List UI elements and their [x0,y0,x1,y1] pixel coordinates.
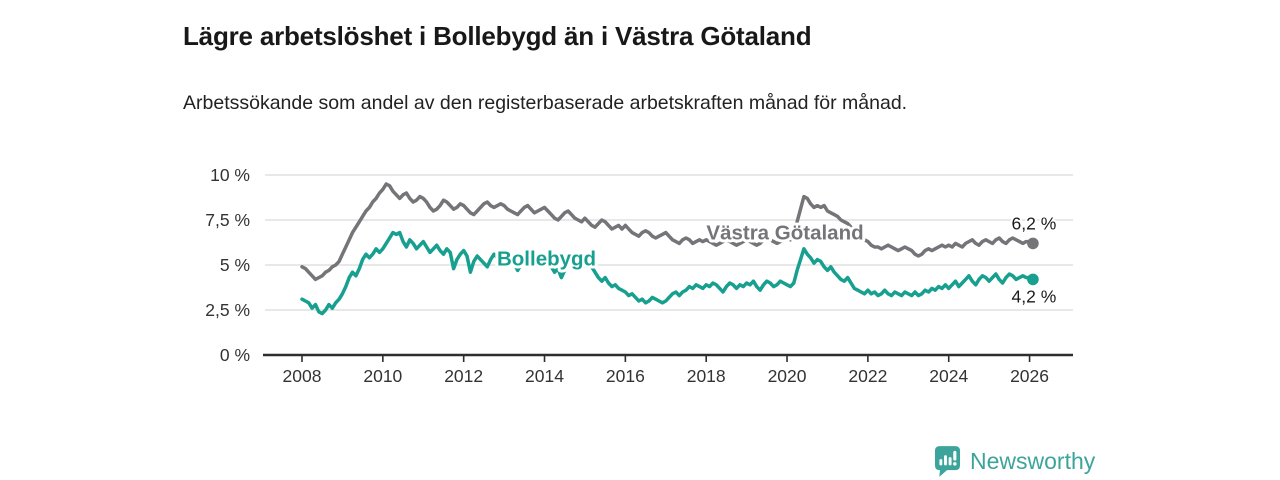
y-axis-label: 5 % [220,255,250,275]
series-line-v-stra-g-taland [300,182,1035,282]
y-axis-label: 2,5 % [205,300,250,320]
series-end-value-v-stra-g-taland: 6,2 % [1012,213,1057,233]
chart-title: Lägre arbetslöshet i Bollebygd än i Väst… [183,21,812,52]
x-axis-label: 2026 [1010,366,1049,386]
series-label-v-stra-g-taland: Västra Götaland [706,222,863,245]
newsworthy-wordmark: Newsworthy [970,448,1096,474]
y-axis-label: 10 % [210,165,250,185]
y-axis-label: 0 % [220,345,250,365]
x-axis-label: 2014 [525,366,564,386]
branding-footer: Newsworthy [934,445,1095,478]
x-axis-label: 2010 [363,366,402,386]
x-axis-label: 2024 [929,366,968,386]
x-axis-label: 2016 [606,366,645,386]
x-axis-label: 2008 [283,366,322,386]
x-axis-label: 2018 [687,366,726,386]
y-axis-label: 7,5 % [205,210,250,230]
series-end-dot-v-stra-g-taland [1027,237,1039,250]
newsworthy-logo-icon [934,446,961,477]
x-axis-label: 2012 [444,366,483,386]
series-end-dot-bollebygd [1027,273,1039,286]
series-end-value-bollebygd: 4,2 % [1012,286,1057,306]
series-line-bollebygd [300,230,1035,316]
chart-subtitle: Arbetssökande som andel av den registerb… [183,91,908,114]
x-axis-label: 2020 [768,366,807,386]
series-label-bollebygd: Bollebygd [497,248,596,271]
x-axis-label: 2022 [848,366,887,386]
